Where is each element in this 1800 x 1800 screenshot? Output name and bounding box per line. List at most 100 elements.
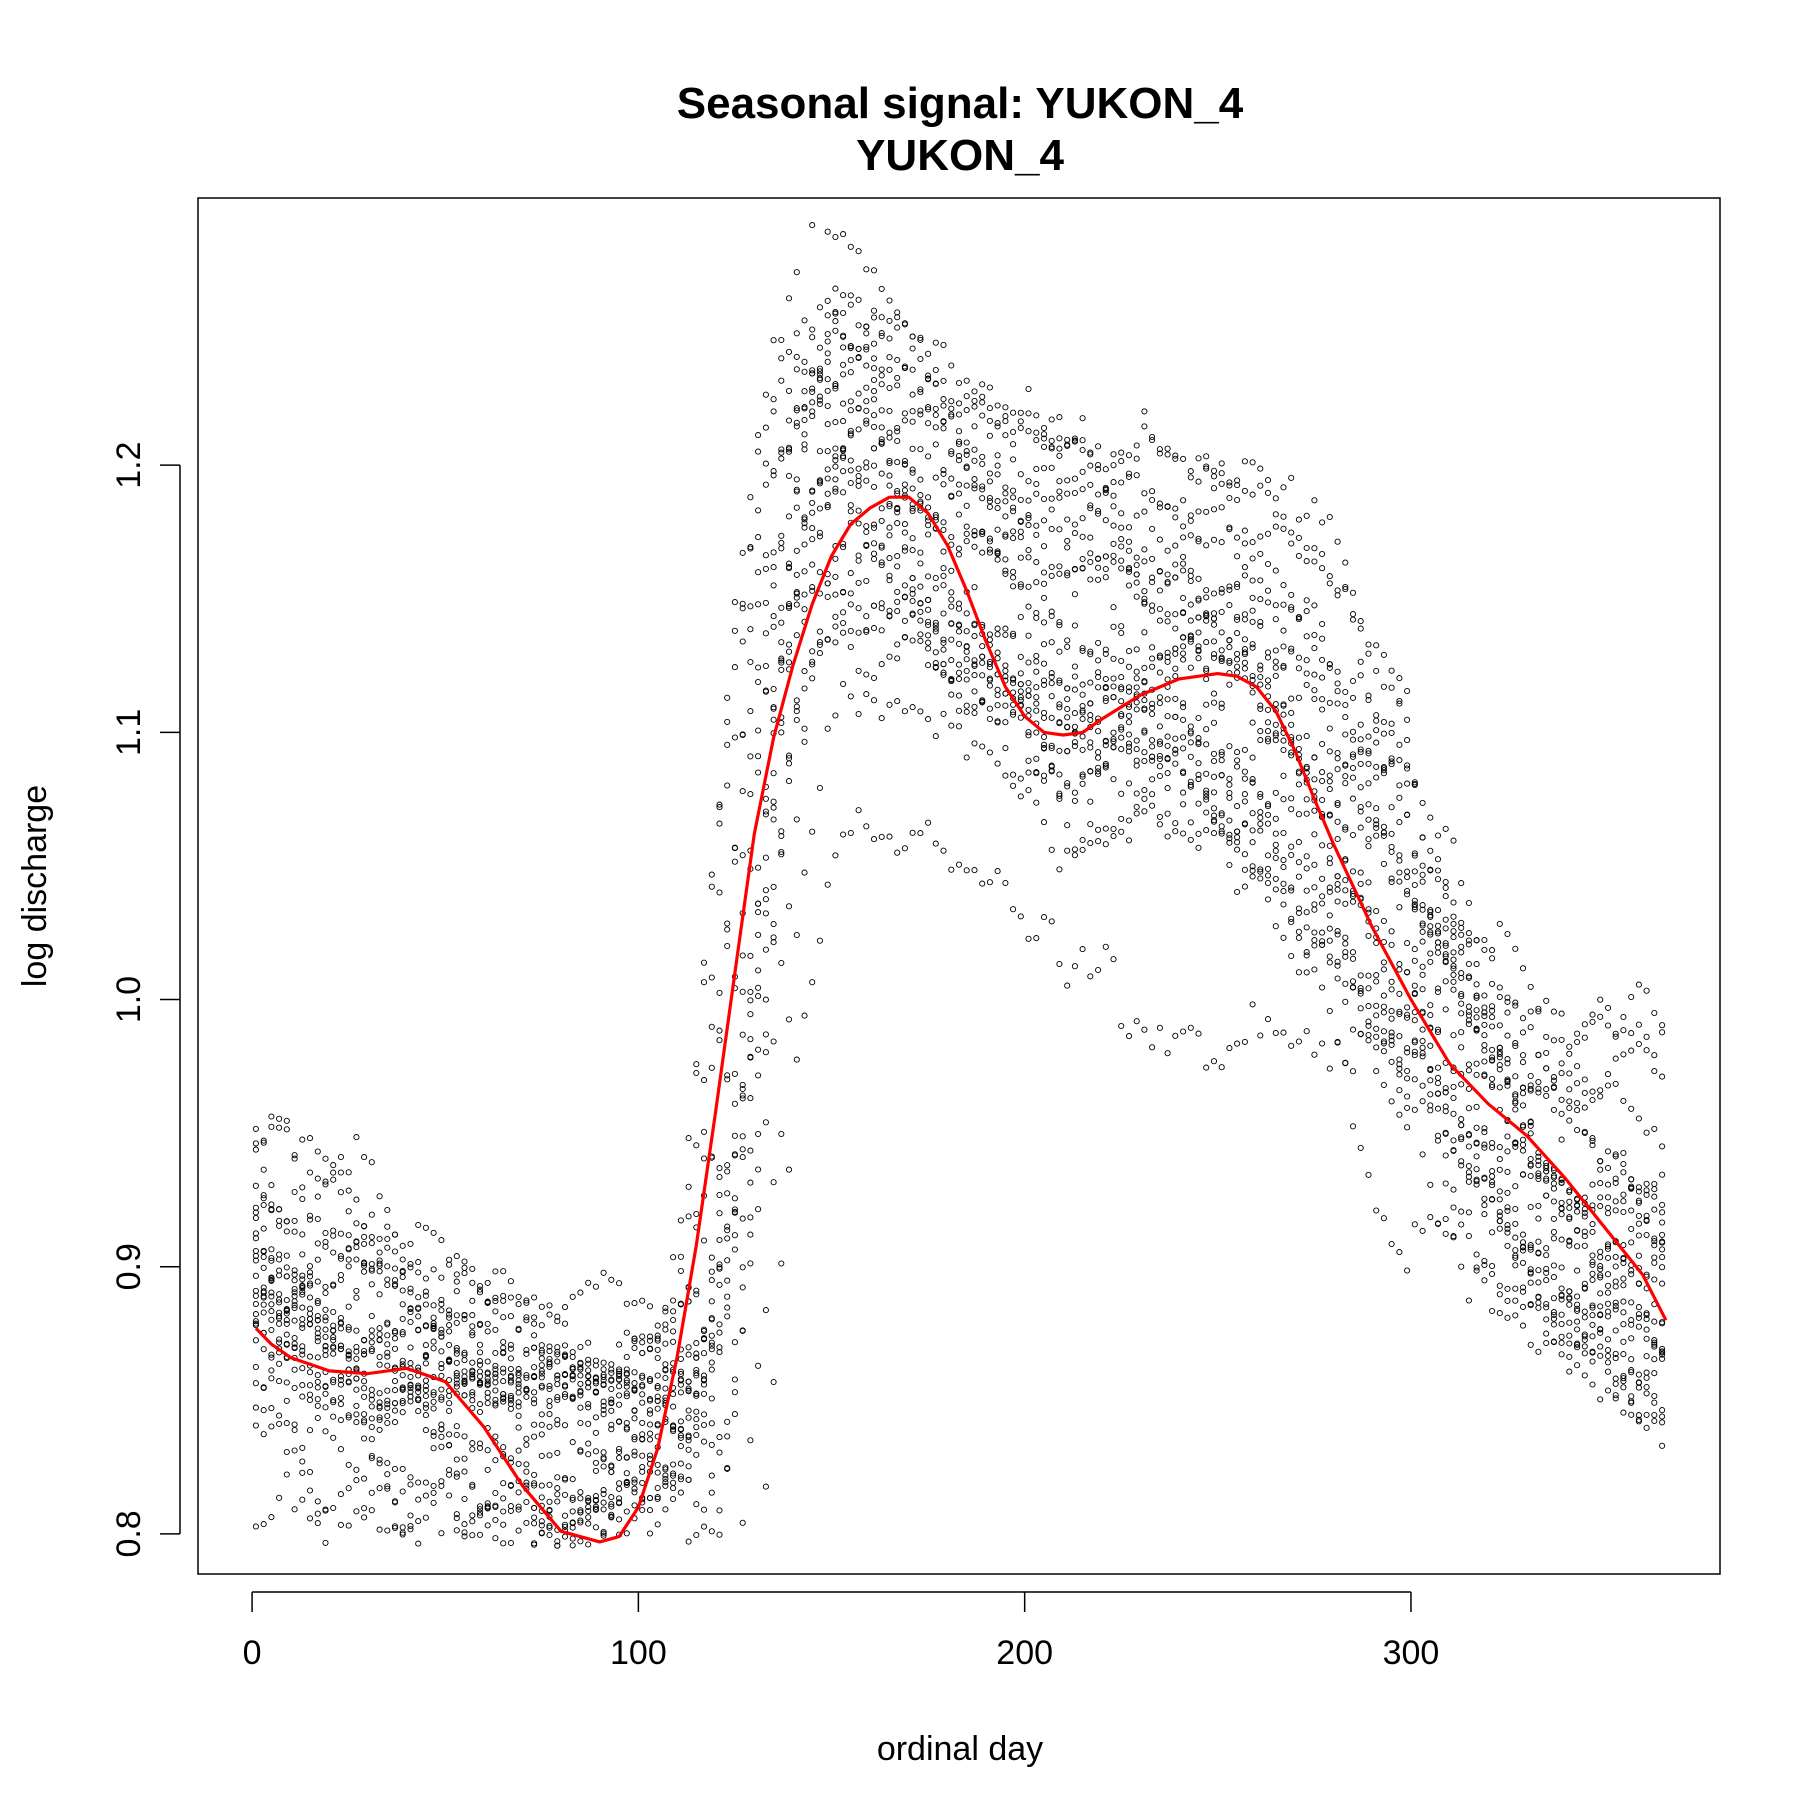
data-point [384, 1244, 391, 1251]
data-point [1187, 739, 1194, 746]
data-point [1218, 647, 1225, 654]
data-point [1489, 955, 1496, 962]
data-point [1048, 670, 1055, 677]
data-point [1280, 934, 1287, 941]
data-point [708, 1395, 715, 1402]
data-point [1566, 1301, 1573, 1308]
data-point [399, 1465, 406, 1472]
data-point [399, 1397, 406, 1404]
data-point [283, 1317, 290, 1324]
data-point [1581, 1372, 1588, 1379]
data-point [1342, 559, 1349, 566]
data-point [299, 1276, 306, 1283]
data-point [1566, 1288, 1573, 1295]
data-point [1581, 1331, 1588, 1338]
data-point [1380, 1028, 1387, 1035]
data-point [1566, 1295, 1573, 1302]
data-point [391, 1281, 399, 1288]
data-point [314, 1193, 321, 1200]
data-point [994, 420, 1001, 427]
data-point [368, 1386, 375, 1393]
data-point [1465, 1008, 1472, 1015]
data-point [971, 703, 978, 710]
data-point [801, 541, 808, 548]
data-point [1373, 1012, 1380, 1019]
data-point [948, 589, 955, 596]
data-point [1048, 506, 1055, 513]
data-point [1543, 997, 1550, 1004]
data-point [368, 1348, 375, 1355]
data-point [700, 979, 708, 986]
data-point [515, 1527, 522, 1534]
data-point [1311, 906, 1318, 913]
data-point [894, 382, 901, 389]
data-point [662, 1479, 669, 1486]
data-point [963, 502, 970, 509]
data-point [832, 382, 839, 390]
data-point [585, 1400, 592, 1408]
data-point [592, 1524, 599, 1531]
data-point [1141, 629, 1148, 636]
data-point [1643, 1191, 1650, 1198]
data-point [1404, 762, 1411, 769]
data-point [963, 754, 970, 761]
data-point [1272, 701, 1279, 708]
data-point [1604, 1336, 1612, 1343]
data-point [816, 505, 823, 512]
data-point [1311, 937, 1318, 944]
data-point [469, 1446, 476, 1453]
data-point [847, 693, 854, 700]
data-point [268, 1201, 275, 1208]
data-point [955, 628, 963, 635]
data-point [1095, 728, 1102, 735]
data-point [407, 1240, 414, 1247]
data-point [1002, 556, 1009, 563]
data-point [1512, 1140, 1519, 1147]
data-point [917, 583, 924, 590]
data-point [523, 1387, 530, 1394]
data-point [438, 1443, 445, 1450]
data-point [337, 1521, 344, 1528]
data-point [469, 1371, 476, 1378]
data-point [1264, 719, 1272, 726]
data-point [1079, 565, 1086, 572]
data-point [1257, 868, 1264, 875]
data-point [1210, 699, 1218, 706]
data-point [785, 563, 793, 571]
data-point [677, 1377, 684, 1384]
data-point [770, 939, 777, 946]
data-point [1241, 746, 1248, 753]
data-point [940, 418, 947, 425]
data-point [955, 669, 963, 676]
data-point [1458, 1081, 1465, 1088]
data-point [963, 708, 970, 715]
data-point [1118, 543, 1125, 550]
data-point [1365, 1022, 1372, 1029]
data-point [724, 1227, 731, 1234]
data-point [1033, 684, 1040, 691]
data-point [739, 1154, 746, 1161]
data-point [1048, 768, 1055, 775]
data-point [963, 628, 970, 635]
data-point [770, 798, 777, 805]
data-point [1427, 1002, 1434, 1009]
data-point [948, 475, 955, 482]
data-point [399, 1273, 406, 1281]
data-point [1272, 830, 1279, 837]
data-point [855, 520, 862, 527]
data-point [446, 1307, 453, 1314]
data-point [1558, 1339, 1565, 1346]
data-point [1651, 1235, 1658, 1242]
data-point [1048, 745, 1055, 752]
data-point [523, 1519, 530, 1526]
data-point [716, 1281, 723, 1288]
data-point [894, 428, 901, 435]
data-point [623, 1419, 630, 1427]
data-point [1535, 1279, 1542, 1286]
data-point [1249, 689, 1256, 696]
data-point [1558, 1060, 1565, 1067]
data-point [1087, 821, 1094, 828]
data-point [1319, 984, 1326, 991]
data-point [1087, 679, 1094, 686]
data-point [1419, 1044, 1426, 1051]
